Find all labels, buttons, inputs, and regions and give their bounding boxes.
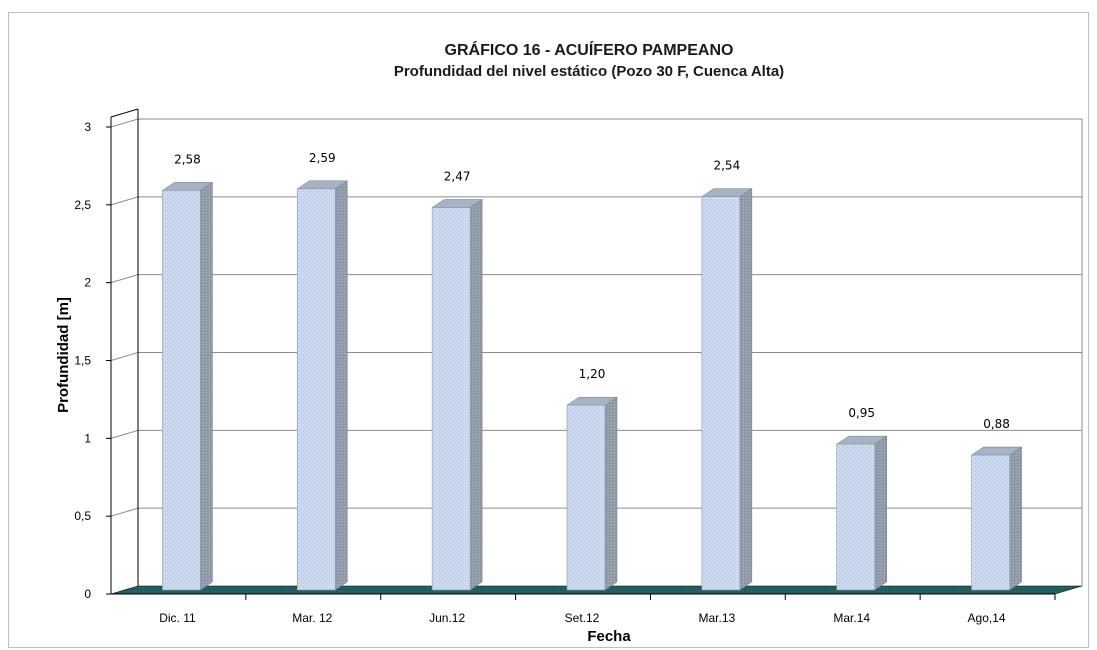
data-label: 0,95 [848, 406, 875, 420]
gridline-depth [110, 507, 139, 517]
bar-side [335, 180, 348, 591]
chart-title: GRÁFICO 16 - ACUÍFERO PAMPEANO [445, 40, 734, 59]
y-tick-labels: 0 0,5 1 1,5 2 2,5 3 [74, 120, 111, 601]
bar-face [162, 190, 201, 591]
bar-face [836, 443, 876, 591]
gridline-depth [110, 429, 139, 439]
bar-side [874, 435, 887, 591]
y-tick-label: 0 [84, 587, 91, 601]
bar-side [739, 188, 753, 591]
data-label: 2,58 [174, 152, 201, 166]
bar-side [1009, 446, 1022, 591]
data-label: 1,20 [579, 367, 606, 381]
x-tick-label: Mar.14 [833, 611, 870, 625]
bar-face [971, 454, 1010, 591]
x-tick-label: Mar.13 [699, 611, 736, 625]
bar-face [431, 207, 471, 591]
bar [296, 180, 349, 591]
bar [161, 181, 214, 591]
bar [431, 199, 483, 591]
bar [566, 396, 618, 591]
data-label: 2,47 [444, 170, 471, 184]
gridlines [110, 118, 1082, 517]
gridline-depth [110, 118, 139, 128]
data-labels: 2,58 2,59 2,47 1,20 2,54 0,95 0,88 [174, 151, 1010, 431]
y-tick-label: 2,5 [74, 198, 91, 212]
bar-side [200, 181, 213, 591]
x-tick-label: Set.12 [565, 611, 600, 625]
x-tick-label: Ago,14 [968, 611, 1006, 625]
y-axis-title: Profundidad [m] [55, 297, 72, 413]
bar [970, 446, 1023, 591]
chart-subtitle: Profundidad del nivel estático (Pozo 30 … [394, 63, 784, 80]
gridline-depth [110, 352, 139, 361]
gridline-depth [110, 274, 139, 284]
data-label: 0,88 [983, 417, 1010, 431]
chart-frame: GRÁFICO 16 - ACUÍFERO PAMPEANO Profundid… [8, 12, 1089, 648]
side-wall-top-edge [110, 108, 139, 118]
bar-side [469, 199, 483, 591]
x-tick-labels: Dic. 11 Mar. 12 Jun.12 Set.12 Mar.13 Mar.14 Ag… [159, 594, 1056, 625]
axes [110, 108, 1083, 594]
data-label: 2,59 [309, 151, 336, 165]
x-axis-title: Fecha [587, 628, 631, 645]
chart-svg: GRÁFICO 16 - ACUÍFERO PAMPEANO Profundid… [55, 40, 1083, 645]
bar [701, 188, 753, 591]
bar [835, 435, 888, 591]
bar-face [566, 404, 606, 591]
y-tick-label: 0,5 [74, 509, 91, 523]
bar-face [296, 188, 336, 591]
bar-face [701, 196, 741, 591]
x-tick-label: Dic. 11 [159, 611, 196, 625]
bar-side [604, 396, 618, 591]
y-tick-label: 2 [84, 276, 91, 290]
gridline-depth [110, 196, 139, 206]
data-label: 2,54 [713, 159, 740, 173]
x-tick-label: Jun.12 [429, 611, 465, 625]
y-tick-label: 1,5 [74, 354, 91, 368]
bars [161, 180, 1023, 591]
y-tick-label: 1 [84, 431, 91, 445]
y-tick-label: 3 [84, 120, 91, 134]
x-tick-label: Mar. 12 [292, 611, 332, 625]
